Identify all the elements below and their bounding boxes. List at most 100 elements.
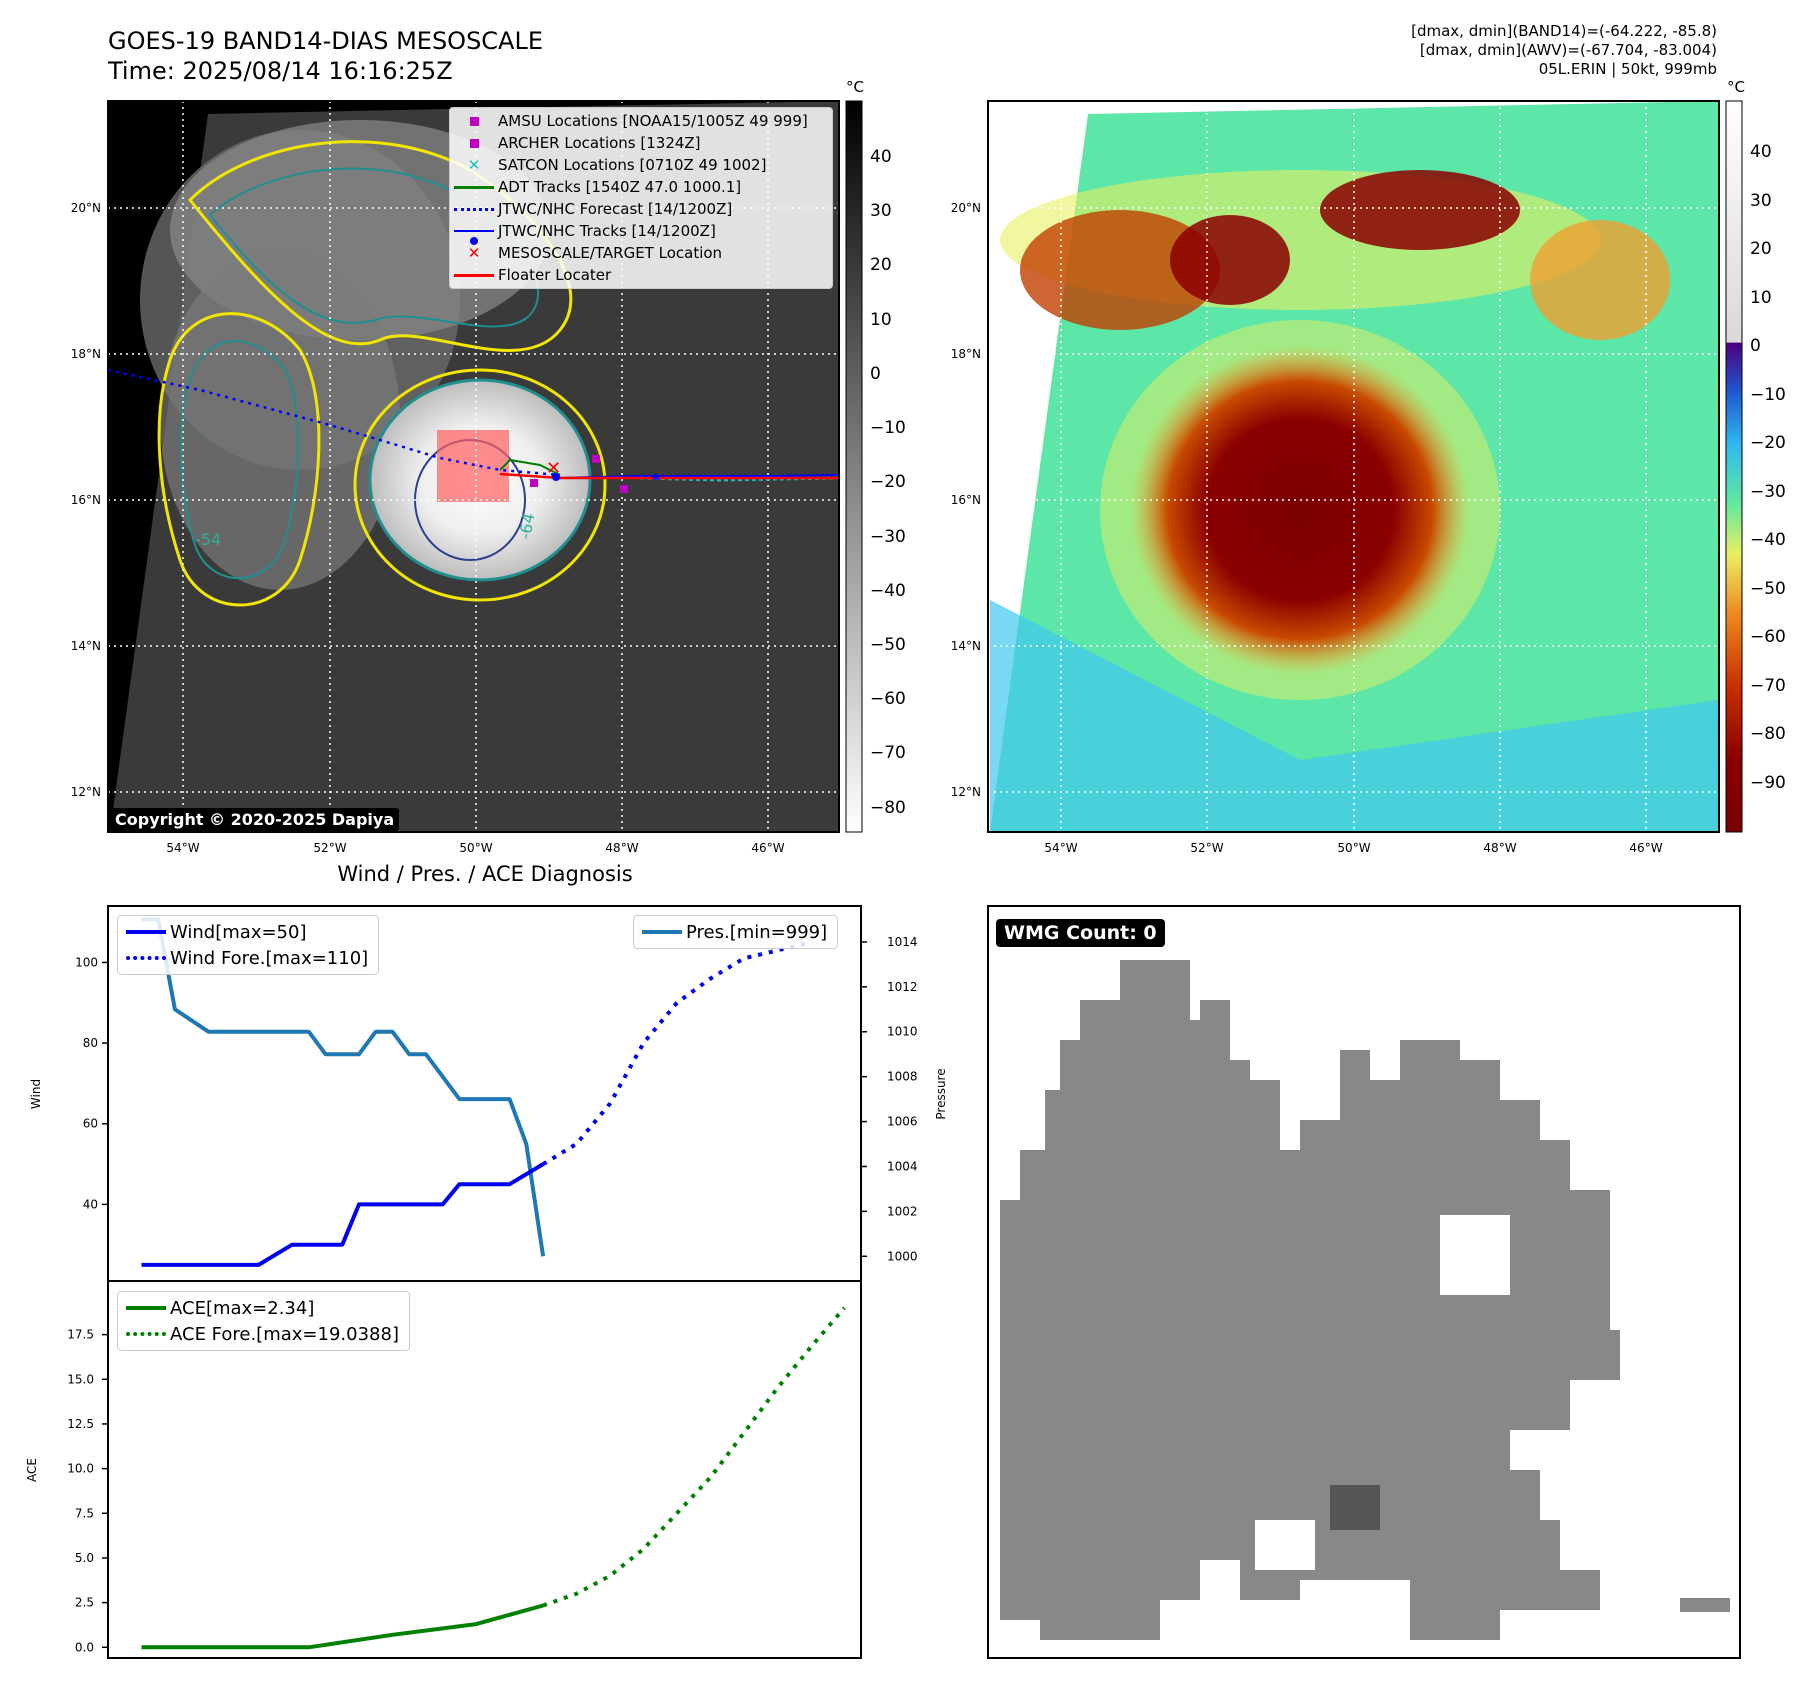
svg-text:50°W: 50°W (459, 841, 492, 855)
ir-lon-ticks: 54°W 52°W 50°W 48°W 46°W (166, 841, 784, 855)
legend-satcon: ✕ SATCON Locations [0710Z 49 1002] (467, 156, 767, 174)
meta-band14: [dmax, dmin](BAND14)=(-64.222, -85.8) (1411, 22, 1717, 40)
wind-pressure-series (141, 917, 812, 1267)
svg-text:0: 0 (870, 364, 881, 384)
pressure-tick-label: 1006 (887, 1115, 918, 1129)
wind-line (141, 1162, 545, 1267)
ir-legend: AMSU Locations [NOAA15/1005Z 49 999] ARC… (449, 107, 833, 289)
svg-text:−20: −20 (870, 472, 906, 492)
awv-lon-ticks: 54°W 52°W 50°W 48°W 46°W (1044, 841, 1662, 855)
awv-map-frame (987, 100, 1720, 833)
svg-text:52°W: 52°W (1190, 841, 1223, 855)
wmg-frame (987, 905, 1741, 1659)
svg-text:30: 30 (870, 201, 892, 221)
legend-wind-forecast: Wind Fore.[max=110] (122, 945, 374, 971)
awv-colorbar (1725, 100, 1743, 833)
pressure-tick-label: 1004 (887, 1159, 918, 1173)
svg-text:−30: −30 (1750, 482, 1786, 502)
svg-text:−80: −80 (870, 798, 906, 818)
ir-lat-ticks: 20°N 18°N 16°N 14°N 12°N (71, 201, 101, 799)
pressure-tick-label: 1008 (887, 1070, 918, 1084)
diagnosis-charts: Wind Pressure ACE 40 60 80 100 1000 1002 1004… (25, 905, 948, 1659)
floater-locater-track (499, 472, 839, 480)
pressure-tick-label: 1010 (887, 1025, 918, 1039)
contour-label-64: -64 (515, 512, 538, 541)
legend-jtwc-tracks: JTWC/NHC Tracks [14/1200Z] (450, 220, 832, 245)
svg-text:−30: −30 (870, 527, 906, 547)
legend-target: ✕ MESOSCALE/TARGET Location (467, 244, 723, 262)
svg-text:14°N: 14°N (71, 639, 101, 653)
ace-tick-label: 0.0 (75, 1640, 94, 1654)
svg-text:54°W: 54°W (166, 841, 199, 855)
svg-text:0: 0 (1750, 336, 1761, 356)
svg-text:−90: −90 (1750, 773, 1786, 793)
svg-text:−10: −10 (1750, 385, 1786, 405)
ace-tick-label: 10.0 (67, 1462, 94, 1476)
wind-legend: Wind[max=50] Wind Fore.[max=110] (117, 915, 380, 975)
wind-ticks: 40 60 80 100 (75, 955, 108, 1211)
svg-text:48°W: 48°W (605, 841, 638, 855)
pressure-tick-label: 1012 (887, 980, 918, 994)
svg-text:−70: −70 (1750, 676, 1786, 696)
wind-tick-label: 80 (83, 1036, 98, 1050)
svg-text:46°W: 46°W (751, 841, 784, 855)
adt-track (499, 458, 561, 476)
svg-text:54°W: 54°W (1044, 841, 1077, 855)
ace-series (141, 1306, 846, 1650)
wind-tick-label: 100 (75, 955, 98, 969)
pressure-legend: Pres.[min=999] (633, 915, 839, 949)
svg-text:20: 20 (1750, 239, 1772, 259)
svg-text:16°N: 16°N (71, 493, 101, 507)
jtwc-track (555, 474, 839, 479)
wmg-center-cell (1330, 1485, 1380, 1530)
wind-tick-label: 40 (83, 1197, 98, 1211)
awv-lat-ticks: 20°N 18°N 16°N 14°N 12°N (951, 201, 981, 799)
svg-text:18°N: 18°N (951, 347, 981, 361)
ace-tick-label: 15.0 (67, 1372, 94, 1386)
svg-text:18°N: 18°N (71, 347, 101, 361)
pressure-line (141, 917, 546, 1257)
contour-label-54: -54 (195, 530, 221, 549)
svg-text:−60: −60 (1750, 627, 1786, 647)
svg-text:40: 40 (1750, 142, 1772, 162)
svg-text:40: 40 (870, 147, 892, 167)
pressure-ticks: 1000 1002 1004 1006 1008 1010 1012 1014 (861, 935, 918, 1263)
legend-adt: ADT Tracks [1540Z 47.0 1000.1] (450, 176, 832, 198)
awv-colorbar-unit: °C (1727, 78, 1745, 96)
svg-text:30: 30 (1750, 191, 1772, 211)
archer-marker (592, 455, 600, 463)
legend-ace: ACE[max=2.34] (122, 1295, 405, 1321)
ace-tick-label: 2.5 (75, 1596, 94, 1610)
figure-metadata: [dmax, dmin](BAND14)=(-64.222, -85.8) [d… (1411, 22, 1717, 79)
awv-map: 54°W 52°W 50°W 48°W 46°W 20°N 18°N 16°N … (951, 78, 1786, 855)
ace-tick-label: 17.5 (67, 1328, 94, 1342)
svg-text:−40: −40 (1750, 530, 1786, 550)
ace-legend: ACE[max=2.34] ACE Fore.[max=19.0388] (117, 1291, 410, 1351)
ace-ticks: 0.0 2.5 5.0 7.5 10.0 12.5 15.0 17.5 (67, 1328, 108, 1654)
svg-text:14°N: 14°N (951, 639, 981, 653)
svg-text:−10: −10 (870, 418, 906, 438)
svg-text:20°N: 20°N (71, 201, 101, 215)
amsu-marker (530, 479, 538, 487)
meta-storm: 05L.ERIN | 50kt, 999mb (1538, 60, 1717, 78)
svg-text:−20: −20 (1750, 433, 1786, 453)
svg-text:12°N: 12°N (951, 785, 981, 799)
svg-text:12°N: 12°N (71, 785, 101, 799)
legend-jtwc-forecast: JTWC/NHC Forecast [14/1200Z] (450, 198, 832, 220)
svg-text:−70: −70 (870, 743, 906, 763)
legend-archer: ARCHER Locations [1324Z] (450, 132, 832, 154)
diagnosis-title: Wind / Pres. / ACE Diagnosis (337, 862, 633, 886)
ir-colorbar (845, 100, 863, 833)
legend-amsu: AMSU Locations [NOAA15/1005Z 49 999] (450, 110, 832, 132)
figure-title: GOES-19 BAND14-DIAS MESOSCALE Time: 2025… (108, 27, 544, 85)
svg-text:10: 10 (870, 310, 892, 330)
svg-text:20: 20 (870, 255, 892, 275)
legend-ace-forecast: ACE Fore.[max=19.0388] (122, 1321, 405, 1347)
copyright-label: Copyright © 2020-2025 Dapiya (110, 808, 400, 831)
svg-text:−80: −80 (1750, 724, 1786, 744)
pressure-tick-label: 1014 (887, 935, 918, 949)
legend-floater: Floater Locater (450, 264, 832, 286)
awv-gridlines (988, 101, 1719, 832)
ace-forecast-line (542, 1306, 846, 1608)
